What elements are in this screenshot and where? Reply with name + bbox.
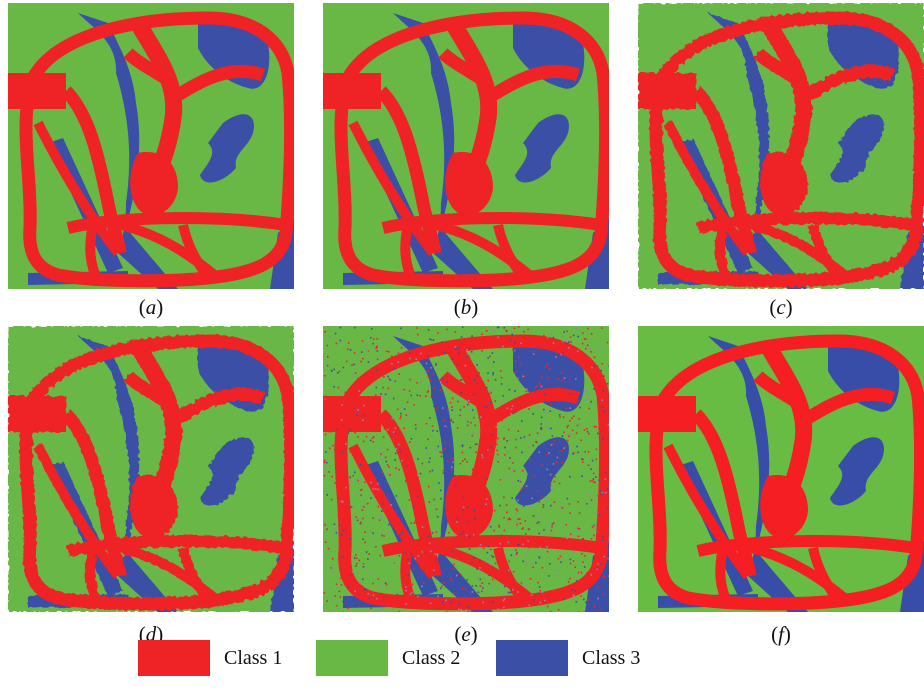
caption-f: (f) (771, 622, 791, 646)
legend-label-class-2: Class 2 (402, 646, 461, 669)
caption-c: (c) (769, 295, 793, 319)
legend-swatch-class-1 (138, 640, 210, 676)
segmentation-panel-b (323, 3, 609, 289)
segmentation-panel-a (8, 3, 294, 289)
segmentation-panel-e (323, 326, 609, 612)
legend-swatch-class-2 (316, 640, 388, 676)
legend-label-class-3: Class 3 (582, 646, 641, 669)
segmentation-panel-f (638, 326, 924, 612)
legend-swatch-class-3 (496, 640, 568, 676)
legend-class-2: Class 2 (316, 640, 460, 676)
legend-label-class-1: Class 1 (224, 646, 283, 669)
caption-e: (e) (454, 622, 478, 646)
legend-class-1: Class 1 (138, 640, 282, 676)
legend-class-3: Class 3 (496, 640, 640, 676)
caption-b: (b) (453, 295, 479, 319)
segmentation-panel-d (8, 326, 294, 612)
caption-d: (d) (138, 622, 164, 646)
caption-a: (a) (138, 295, 164, 319)
segmentation-panel-c (638, 3, 924, 289)
